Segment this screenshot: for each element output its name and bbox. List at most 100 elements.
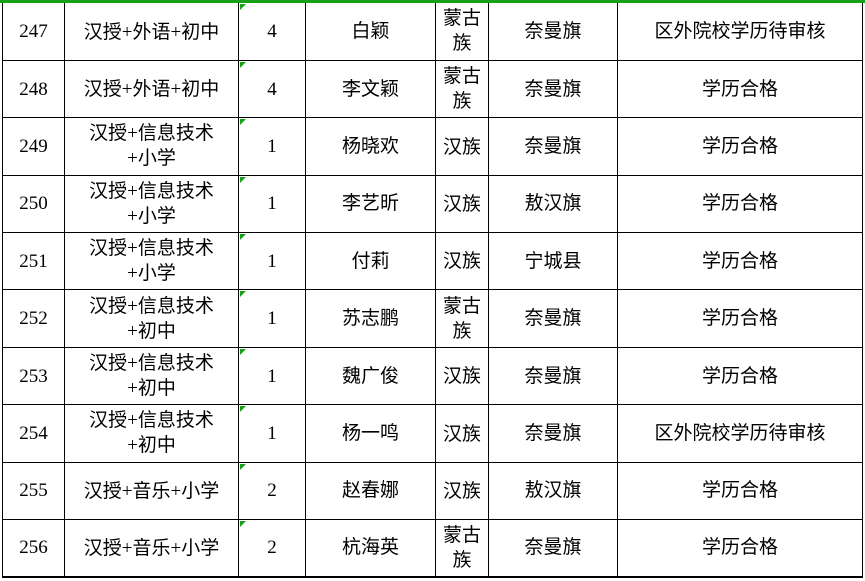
comment-indicator-icon — [240, 176, 246, 183]
cell-quota[interactable]: 1 — [238, 289, 306, 348]
table-row: 248 汉授+外语+初中 4 李文颖 蒙古族 奈曼旗 学历合格 — [2, 59, 863, 119]
cell-row-number[interactable]: 252 — [2, 289, 65, 348]
cell-ethnicity[interactable]: 蒙古族 — [435, 59, 489, 119]
quota-text: 1 — [267, 193, 277, 215]
comment-indicator-icon — [240, 521, 246, 528]
cell-row-number[interactable]: 256 — [2, 519, 65, 578]
cell-status[interactable]: 学历合格 — [617, 519, 863, 578]
cell-county[interactable]: 奈曼旗 — [488, 519, 618, 578]
cell-county[interactable]: 敖汉旗 — [488, 461, 618, 521]
cell-name[interactable]: 杭海英 — [305, 519, 436, 578]
table-row: 255 汉授+音乐+小学 2 赵春娜 汉族 敖汉旗 学历合格 — [2, 461, 863, 521]
cell-row-number[interactable]: 249 — [2, 117, 65, 176]
cell-status[interactable]: 学历合格 — [617, 346, 863, 406]
cell-subject[interactable]: 汉授+信息技术+初中 — [64, 346, 239, 406]
cell-ethnicity[interactable]: 汉族 — [435, 174, 489, 234]
cell-ethnicity[interactable]: 蒙古族 — [435, 289, 489, 348]
cell-status[interactable]: 学历合格 — [617, 461, 863, 521]
cell-status[interactable]: 区外院校学历待审核 — [617, 404, 863, 463]
subject-text: 汉授+信息技术+小学 — [89, 238, 214, 285]
cell-name[interactable]: 白颖 — [305, 3, 436, 61]
cell-subject[interactable]: 汉授+信息技术+初中 — [64, 404, 239, 463]
table-body: 247 汉授+外语+初中 4 白颖 蒙古族 奈曼旗 区外院校学历待审核 248 … — [2, 3, 863, 578]
ethnicity-text: 汉族 — [442, 480, 481, 502]
cell-name[interactable]: 魏广俊 — [305, 346, 436, 406]
cell-name[interactable]: 苏志鹏 — [305, 289, 436, 348]
cell-ethnicity[interactable]: 汉族 — [435, 117, 489, 176]
cell-ethnicity[interactable]: 蒙古族 — [435, 519, 489, 578]
cell-county[interactable]: 奈曼旗 — [488, 59, 618, 119]
cell-quota[interactable]: 4 — [238, 3, 306, 61]
cell-quota[interactable]: 1 — [238, 346, 306, 406]
ethnicity-text: 汉族 — [442, 423, 481, 445]
subject-text: 汉授+信息技术+小学 — [89, 123, 214, 170]
comment-indicator-icon — [240, 61, 246, 68]
cell-name[interactable]: 杨一鸣 — [305, 404, 436, 463]
cell-quota[interactable]: 1 — [238, 117, 306, 176]
cell-quota[interactable]: 4 — [238, 59, 306, 119]
cell-name[interactable]: 李艺昕 — [305, 174, 436, 234]
cell-name[interactable]: 李文颖 — [305, 59, 436, 119]
cell-name[interactable]: 付莉 — [305, 232, 436, 291]
cell-quota[interactable]: 1 — [238, 404, 306, 463]
cell-subject[interactable]: 汉授+音乐+小学 — [64, 519, 239, 578]
cell-quota[interactable]: 2 — [238, 519, 306, 578]
cell-row-number[interactable]: 248 — [2, 59, 65, 119]
cell-subject[interactable]: 汉授+外语+初中 — [64, 3, 239, 61]
cell-ethnicity[interactable]: 汉族 — [435, 232, 489, 291]
cell-quota[interactable]: 1 — [238, 174, 306, 234]
subject-text: 汉授+外语+初中 — [83, 21, 220, 43]
subject-text: 汉授+信息技术+初中 — [89, 295, 214, 342]
cell-county[interactable]: 奈曼旗 — [488, 3, 618, 61]
cell-status[interactable]: 学历合格 — [617, 174, 863, 234]
cell-ethnicity[interactable]: 汉族 — [435, 404, 489, 463]
comment-indicator-icon — [240, 4, 246, 10]
cell-row-number[interactable]: 247 — [2, 3, 65, 61]
cell-status[interactable]: 学历合格 — [617, 232, 863, 291]
cell-status[interactable]: 区外院校学历待审核 — [617, 3, 863, 61]
cell-subject[interactable]: 汉授+信息技术+小学 — [64, 117, 239, 176]
cell-county[interactable]: 宁城县 — [488, 232, 618, 291]
table-row: 252 汉授+信息技术+初中 1 苏志鹏 蒙古族 奈曼旗 学历合格 — [2, 289, 863, 348]
quota-text: 1 — [267, 250, 277, 272]
cell-subject[interactable]: 汉授+信息技术+小学 — [64, 232, 239, 291]
cell-name[interactable]: 杨晓欢 — [305, 117, 436, 176]
cell-ethnicity[interactable]: 汉族 — [435, 461, 489, 521]
cell-quota[interactable]: 1 — [238, 232, 306, 291]
quota-text: 4 — [267, 78, 277, 100]
cell-row-number[interactable]: 255 — [2, 461, 65, 521]
cell-county[interactable]: 奈曼旗 — [488, 404, 618, 463]
comment-indicator-icon — [240, 348, 246, 355]
cell-row-number[interactable]: 251 — [2, 232, 65, 291]
cell-subject[interactable]: 汉授+音乐+小学 — [64, 461, 239, 521]
cell-status[interactable]: 学历合格 — [617, 117, 863, 176]
cell-status[interactable]: 学历合格 — [617, 289, 863, 348]
cell-name[interactable]: 赵春娜 — [305, 461, 436, 521]
cell-county[interactable]: 奈曼旗 — [488, 117, 618, 176]
quota-text: 2 — [267, 480, 277, 502]
cell-subject[interactable]: 汉授+信息技术+小学 — [64, 174, 239, 234]
cell-status[interactable]: 学历合格 — [617, 59, 863, 119]
ethnicity-text: 蒙古族 — [442, 524, 481, 571]
ethnicity-text: 汉族 — [442, 251, 481, 273]
cell-ethnicity[interactable]: 蒙古族 — [435, 3, 489, 61]
ethnicity-text: 汉族 — [442, 193, 481, 215]
comment-indicator-icon — [240, 463, 246, 470]
cell-subject[interactable]: 汉授+信息技术+初中 — [64, 289, 239, 348]
cell-quota[interactable]: 2 — [238, 461, 306, 521]
cell-ethnicity[interactable]: 汉族 — [435, 346, 489, 406]
cell-subject[interactable]: 汉授+外语+初中 — [64, 59, 239, 119]
cell-row-number[interactable]: 250 — [2, 174, 65, 234]
table-row: 253 汉授+信息技术+初中 1 魏广俊 汉族 奈曼旗 学历合格 — [2, 346, 863, 406]
table-row: 249 汉授+信息技术+小学 1 杨晓欢 汉族 奈曼旗 学历合格 — [2, 117, 863, 176]
ethnicity-text: 蒙古族 — [442, 295, 481, 342]
subject-text: 汉授+信息技术+初中 — [89, 353, 214, 400]
quota-text: 4 — [267, 20, 277, 42]
cell-row-number[interactable]: 254 — [2, 404, 65, 463]
cell-county[interactable]: 奈曼旗 — [488, 346, 618, 406]
cell-county[interactable]: 奈曼旗 — [488, 289, 618, 348]
cell-row-number[interactable]: 253 — [2, 346, 65, 406]
cell-county[interactable]: 敖汉旗 — [488, 174, 618, 234]
comment-indicator-icon — [240, 406, 246, 413]
